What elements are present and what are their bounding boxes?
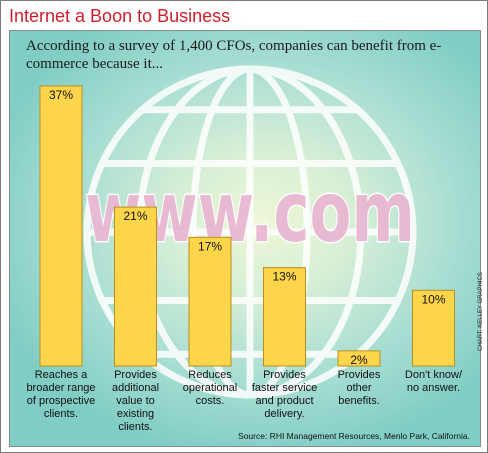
category-label-line: Reduces — [188, 369, 232, 381]
bar-value-label: 2% — [350, 353, 368, 367]
category-label-line: faster service — [251, 382, 318, 394]
bar — [188, 236, 232, 367]
category-label-line: no answer. — [406, 382, 461, 394]
globe-graphic — [83, 65, 417, 399]
category-label: Provides other benefits. — [317, 369, 401, 408]
category-label-line: other — [346, 382, 372, 394]
bar — [39, 85, 83, 367]
bar-value-label: 17% — [198, 239, 222, 253]
category-label: Don't know/no answer. — [392, 369, 476, 395]
bar — [337, 350, 381, 367]
category-label-line: Provides — [114, 369, 157, 381]
bar-value-label: 37% — [49, 88, 73, 102]
chart-intro: According to a survey of 1,400 CFOs, com… — [26, 38, 442, 72]
category-label-line: existing — [116, 408, 155, 420]
category-label-line: of prospective — [26, 395, 96, 407]
category-label: Provides additional value to existing client… — [94, 369, 178, 434]
bar-value-label: 10% — [421, 292, 445, 306]
category-label-line: Provides — [337, 369, 381, 381]
chart-credit: CHART: KELLEY GRAPHICS — [478, 272, 484, 351]
category-label-line: operational — [182, 382, 238, 394]
category-label-line: broader range — [26, 382, 96, 394]
bar — [412, 289, 455, 367]
chart-title: Internet a Boon to Business — [9, 6, 231, 26]
category-label-line: costs. — [195, 395, 225, 407]
category-label-line: Don't know/ — [404, 369, 463, 381]
category-label-line: and product — [255, 395, 314, 407]
category-label-line: additional — [111, 382, 160, 394]
category-label: Reduces operational costs. — [168, 369, 252, 408]
chart-panel: www.com 37% 21% 17% 13% 2% 10% According to a … — [9, 30, 481, 447]
category-label-line: delivery. — [264, 408, 305, 420]
category-label-line: Reaches a — [34, 369, 88, 381]
bar — [114, 206, 157, 367]
category-label-line: clients. — [43, 408, 79, 420]
category-label-line: value to — [116, 395, 155, 407]
bar-value-label: 13% — [272, 270, 296, 284]
category-label-line: benefits. — [338, 395, 380, 407]
category-label-line: Provides — [263, 369, 306, 381]
bar — [263, 267, 306, 367]
category-label: Reaches a broader range of prospective clie… — [19, 369, 103, 421]
category-label-line: clients. — [118, 421, 153, 433]
category-label: Provides faster service and product deliver… — [243, 369, 327, 421]
bar-value-label: 21% — [123, 209, 147, 223]
source-note: Source: RHI Management Resources, Menlo … — [238, 431, 470, 441]
